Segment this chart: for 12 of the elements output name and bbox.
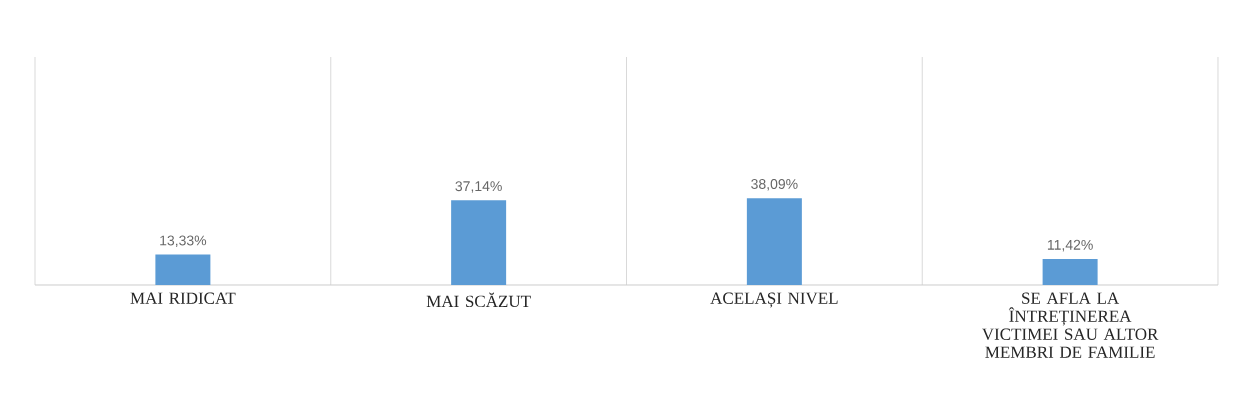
bar: [155, 254, 211, 285]
x-tick-label: SE AFLA LA ÎNTREȚINEREA VICTIMEI SAU ALTOR MEMBRI DE FAMILIE: [981, 292, 1159, 358]
data-label: 37,14%: [455, 181, 502, 193]
bar: [746, 198, 802, 285]
bar: [451, 200, 507, 285]
bar: [1042, 258, 1098, 285]
x-tick-label: ACELAȘI NIVEL: [710, 292, 838, 308]
x-tick-label: MAI SCĂZUT: [426, 292, 531, 308]
data-label: 38,09%: [751, 179, 798, 191]
x-tick-label: MAI RIDICAT: [130, 292, 236, 304]
data-label: 11,42%: [1047, 239, 1093, 252]
data-label: 13,33%: [160, 235, 207, 248]
